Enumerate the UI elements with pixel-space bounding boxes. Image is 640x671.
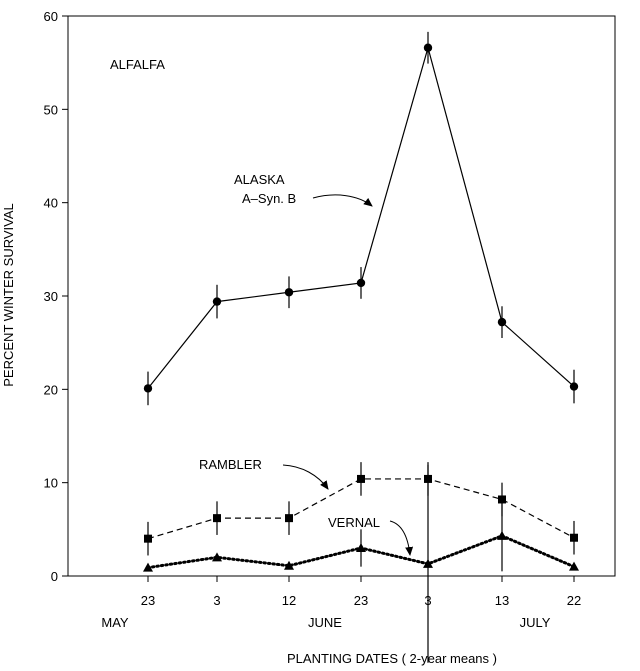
series-layer: [143, 31, 579, 663]
plot-frame: [67, 15, 616, 577]
marker-circle-0-6: [569, 382, 579, 391]
series-label-1-0: RAMBLER: [199, 457, 262, 472]
marker-triangle-2-3: [356, 543, 366, 552]
month-label-may: MAY: [101, 615, 129, 630]
y-tick-label-4: 40: [44, 196, 58, 211]
x-tick-label-2: 12: [282, 593, 296, 608]
y-tick-label-6: 60: [44, 9, 58, 24]
series-0: [143, 31, 579, 406]
y-tick-label-3: 30: [44, 289, 58, 304]
marker-square-1-5: [498, 495, 506, 504]
series-2: [143, 464, 579, 663]
x-axis-title: PLANTING DATES ( 2-year means ): [287, 651, 497, 666]
marker-circle-0-2: [284, 288, 294, 297]
marker-circle-0-5: [497, 317, 507, 327]
month-label-june: JUNE: [308, 615, 342, 630]
panel-label: ALFALFA: [110, 57, 165, 72]
marker-triangle-2-4: [423, 558, 433, 568]
x-tick-label-6: 22: [567, 593, 581, 608]
marker-square-1-2: [285, 514, 293, 523]
month-label-july: JULY: [520, 615, 551, 630]
marker-circle-0-4: [423, 43, 433, 52]
series-label-0-0: ALASKA: [234, 172, 285, 187]
marker-triangle-2-1: [212, 552, 222, 562]
series-arrow-0: [312, 194, 373, 207]
marker-triangle-2-2: [284, 560, 294, 570]
y-tick-label-1: 10: [44, 476, 58, 491]
marker-circle-0-3: [356, 278, 366, 288]
marker-square-1-6: [570, 533, 578, 542]
axes: 0102030405060233122331322MAYJUNEJULY: [44, 9, 616, 630]
labels-layer: ALFALFA PERCENT WINTER SURVIVAL PLANTING…: [1, 57, 497, 666]
x-tick-label-5: 13: [495, 593, 509, 608]
y-tick-label-2: 20: [44, 382, 58, 397]
x-tick-label-1: 3: [213, 593, 220, 608]
x-tick-label-0: 23: [141, 593, 155, 608]
marker-circle-0-1: [212, 297, 222, 306]
marker-square-1-3: [357, 474, 365, 483]
y-tick-label-5: 50: [44, 102, 58, 117]
series-label-2-0: VERNAL: [328, 515, 380, 530]
marker-square-1-1: [213, 514, 221, 523]
marker-triangle-2-5: [497, 530, 507, 540]
series-annotations: ALASKA A–Syn. B RAMBLER VERNAL: [199, 172, 414, 556]
series-label-0-1: A–Syn. B: [242, 191, 296, 206]
series-arrow-1: [282, 464, 329, 490]
x-tick-label-3: 23: [354, 593, 368, 608]
series-arrow-2: [389, 520, 414, 556]
y-tick-label-0: 0: [51, 569, 58, 584]
marker-triangle-2-6: [569, 561, 579, 571]
marker-square-1-0: [144, 534, 152, 543]
series-line-0: [147, 45, 575, 389]
y-axis-title: PERCENT WINTER SURVIVAL: [1, 203, 16, 386]
marker-triangle-2-0: [143, 562, 153, 572]
marker-circle-0-0: [143, 384, 153, 393]
